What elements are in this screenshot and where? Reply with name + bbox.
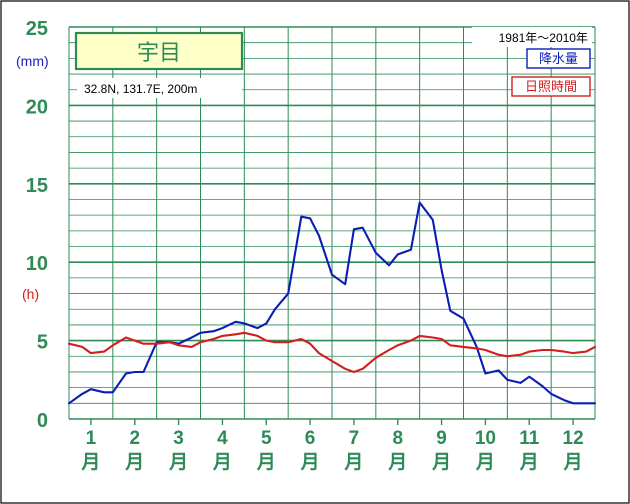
month-suffix-label: 月: [563, 452, 583, 473]
month-number-label: 1: [86, 428, 97, 449]
month-suffix-label: 月: [124, 452, 144, 473]
legend-box: [526, 48, 591, 69]
station-title: 宇目: [137, 40, 181, 65]
month-number-label: 10: [475, 428, 496, 449]
legend-label: 降水量: [539, 51, 578, 66]
month-number-label: 6: [305, 428, 316, 449]
legend-box: [511, 76, 591, 97]
y-tick-label: 10: [26, 253, 48, 275]
month-suffix-label: 月: [80, 452, 100, 473]
month-number-label: 8: [392, 428, 403, 449]
precip-unit-label: (mm): [16, 53, 49, 69]
month-number-label: 7: [349, 428, 360, 449]
month-suffix-label: 月: [212, 452, 232, 473]
month-number-label: 11: [519, 428, 540, 449]
sunshine-line: [67, 331, 597, 374]
month-suffix-label: 月: [431, 452, 451, 473]
sunshine-unit-label: (h): [22, 286, 39, 302]
y-tick-labels: 0 5 10 15 20 25: [26, 18, 48, 432]
precip-line: [67, 201, 597, 405]
month-suffix-label: 月: [387, 452, 407, 473]
y-tick-label: 20: [26, 96, 48, 118]
legend-label: 日照時間: [525, 79, 577, 94]
month-suffix-label: 月: [168, 452, 188, 473]
month-suffix-label: 月: [519, 452, 539, 473]
period-label: 1981年〜2010年: [499, 31, 588, 45]
month-suffix-label: 月: [475, 452, 495, 473]
month-number-label: 2: [129, 428, 140, 449]
month-number-label: 3: [173, 428, 184, 449]
y-tick-label: 15: [26, 175, 48, 197]
location-label-bg: [77, 78, 242, 98]
month-tick-labels: 1 月 2 月 3 月 4 月 5 月 6 月 7 月 8 月 9 月 10 月 11 月 12 月: [80, 428, 583, 473]
y-tick-label: 0: [37, 410, 48, 432]
station-title-box: [74, 31, 244, 71]
chart-grid: [68, 26, 596, 425]
month-number-label: 4: [217, 428, 228, 449]
y-tick-label: 25: [26, 18, 48, 40]
y-tick-label: 5: [37, 332, 48, 354]
location-label: 32.8N, 131.7E, 200m: [84, 82, 197, 96]
month-suffix-label: 月: [256, 452, 276, 473]
month-number-label: 9: [436, 428, 447, 449]
period-label-bg: [472, 27, 592, 47]
month-suffix-label: 月: [343, 452, 363, 473]
month-number-label: 12: [563, 428, 584, 449]
month-number-label: 5: [261, 428, 272, 449]
series-lines: [67, 201, 597, 405]
month-suffix-label: 月: [300, 452, 320, 473]
